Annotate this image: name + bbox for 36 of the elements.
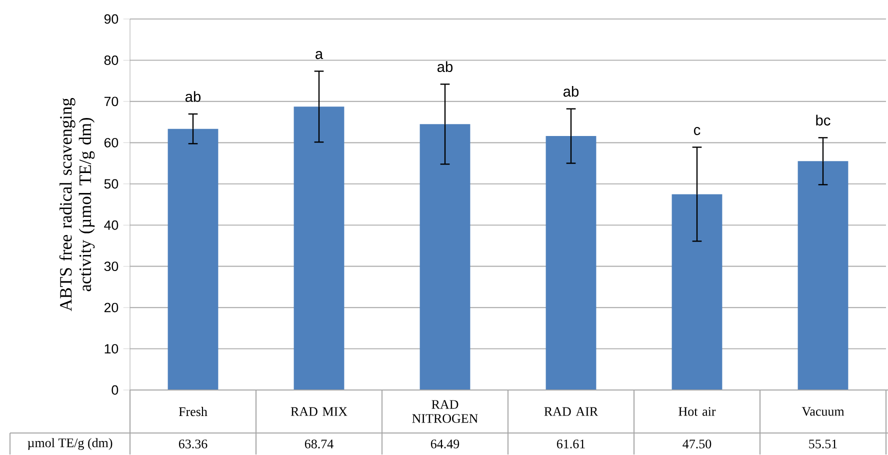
data-label: 55.51: [809, 440, 837, 448]
annotation: ab: [437, 61, 453, 72]
x-tick-label: RAD NITROGEN: [412, 400, 478, 423]
text: µmol TE/g (dm): [28, 438, 112, 450]
annotation: a: [316, 51, 324, 60]
x-tick-label: RAD MIX: [290, 407, 348, 416]
y-tick-label: 10: [104, 344, 118, 354]
data-label: 68.74: [304, 440, 334, 448]
x-tick-label: RAD AIR: [544, 407, 598, 416]
data-label: 63.36: [178, 440, 208, 448]
bar: [672, 194, 722, 390]
y-tick-label: 70: [104, 96, 118, 106]
data-label: 64.49: [430, 440, 460, 448]
annotation: c: [694, 127, 700, 136]
y-axis-title: ABTS free radical scavenging activity (µmol TE/g dm): [59, 98, 95, 312]
data-label: 47.50: [682, 440, 712, 448]
bar: [168, 128, 218, 390]
y-tick-label: 0: [112, 385, 118, 395]
y-tick-label: 90: [104, 14, 118, 24]
data-label: 61.61: [556, 440, 585, 448]
x-tick-label: Vacuum: [802, 407, 844, 416]
y-tick-label: 80: [104, 56, 118, 65]
y-tick-label: 20: [104, 302, 118, 312]
y-tick-label: 40: [104, 220, 118, 230]
y-tick-label: 50: [104, 179, 118, 189]
bar: [798, 161, 848, 390]
annotation: ab: [185, 91, 201, 102]
bar: [294, 106, 344, 390]
y-tick-label: 60: [104, 138, 118, 148]
bar: [546, 136, 596, 390]
x-tick-label: Hot air: [678, 407, 716, 416]
annotation: ab: [563, 86, 579, 97]
y-tick-label: 30: [104, 262, 118, 272]
bar: [420, 124, 470, 390]
annotation: bc: [816, 114, 830, 126]
x-tick-label: Fresh: [178, 406, 208, 416]
